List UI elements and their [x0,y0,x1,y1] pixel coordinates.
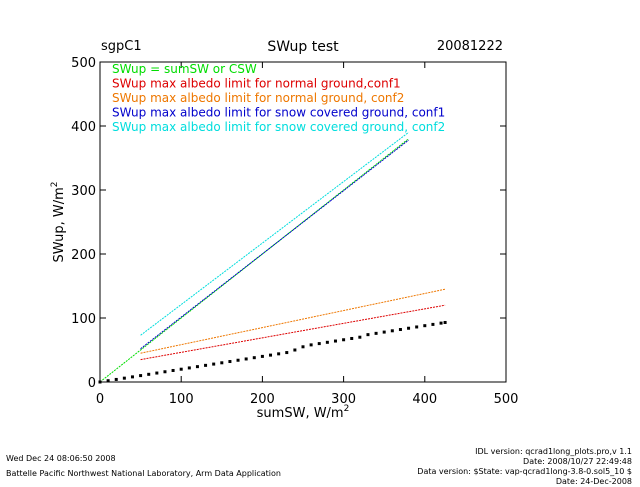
data-point [423,324,427,328]
y-tick-label: 100 [71,312,96,327]
data-point [204,363,208,367]
data-point [147,372,151,376]
series-line-1 [99,138,409,383]
data-point [212,362,216,366]
y-axis-label: SWup, W/m [52,187,67,262]
data-point [228,360,232,364]
y-tick-label: 300 [71,184,96,199]
data-point [122,376,126,380]
footer-right: IDL version: qcrad1long_plots.pro,v 1.1 … [417,447,632,487]
footer-run-date: Wed Dec 24 08:06:50 2008 [6,454,116,463]
data-point [163,370,167,374]
data-point [220,361,224,365]
data-point [171,368,175,372]
site-label: sgpC1 [101,39,142,54]
footer-lab: Battelle Pacific Northwest National Labo… [6,469,281,478]
data-point [244,357,248,361]
data-point [317,342,321,346]
data-point [130,375,134,379]
footer-idl-version: IDL version: qcrad1long_plots.pro,v 1.1 [475,447,632,456]
series-line-3 [140,288,446,354]
data-point [366,333,370,337]
data-point [325,340,329,344]
data-point [195,365,199,369]
data-point [342,338,346,342]
data-point [374,331,378,335]
data-point [415,325,419,329]
x-tick-label: 500 [494,392,519,407]
y-tick-label: 200 [71,248,96,263]
legend-entry: SWup max albedo limit for normal ground,… [112,91,404,105]
data-point [350,336,354,340]
data-point [407,326,411,330]
date-label: 20081222 [437,39,503,54]
y-tick-label: 400 [71,120,96,135]
data-point [390,329,394,333]
x-tick-label: 300 [331,392,356,407]
data-point [333,339,337,343]
data-point [187,366,191,370]
footer-data-version: Data version: $State: vap-qcrad1long-3.8… [417,467,632,476]
data-point [382,330,386,334]
legend-entry: SWup max albedo limit for snow covered g… [112,106,445,120]
data-point [398,328,402,332]
footer-left: Wed Dec 24 08:06:50 2008 Battelle Pacifi… [6,454,281,479]
y-axis-title: SWup, W/m2 [50,181,67,262]
series-layer [98,132,447,384]
footer-data-date: Date: 24-Dec-2008 [555,477,632,486]
series-line-5 [140,132,409,336]
series-line-4 [140,139,409,350]
data-point [260,354,264,358]
data-point [179,367,183,371]
chart-title: SWup test [267,39,339,55]
legend-entry: SWup max albedo limit for snow covered g… [112,120,445,134]
series-line-2 [140,304,446,361]
x-tick-label: 100 [169,392,194,407]
data-point [139,374,143,378]
data-point [155,371,159,375]
data-point [236,358,240,362]
y-axis-label-sup: 2 [50,181,60,187]
data-point [277,352,281,356]
data-point [114,377,118,381]
x-axis-label: sumSW, W/m [257,406,344,421]
x-axis-label-sup: 2 [344,404,350,414]
data-point [106,379,110,383]
data-point [285,351,289,355]
data-point [358,335,362,339]
data-point [252,356,256,360]
y-tick-label: 500 [71,56,96,71]
data-point [301,345,305,349]
data-point [431,322,435,326]
x-tick-label: 0 [96,392,104,407]
data-point [293,348,297,352]
x-axis-title: sumSW, W/m2 [257,404,350,421]
data-point [309,343,313,347]
axis-layer: 0 100 200 300 400 500 0 100 200 300 400 500 [71,56,518,407]
plot-frame [99,61,507,383]
legend-entry: SWup max albedo limit for normal ground,… [112,77,401,91]
footer-idl-date: Date: 2008/10/27 22:49:48 [523,457,632,466]
y-tick-label: 0 [88,376,96,391]
x-tick-label: 200 [250,392,275,407]
legend-entry: SWup = sumSW or CSW [112,62,257,76]
x-tick-label: 400 [412,392,437,407]
data-point [443,320,447,324]
plot-area: 0 100 200 300 400 500 0 100 200 300 400 500 SWup = … [71,56,518,407]
data-point [269,353,273,357]
data-point [439,321,443,325]
